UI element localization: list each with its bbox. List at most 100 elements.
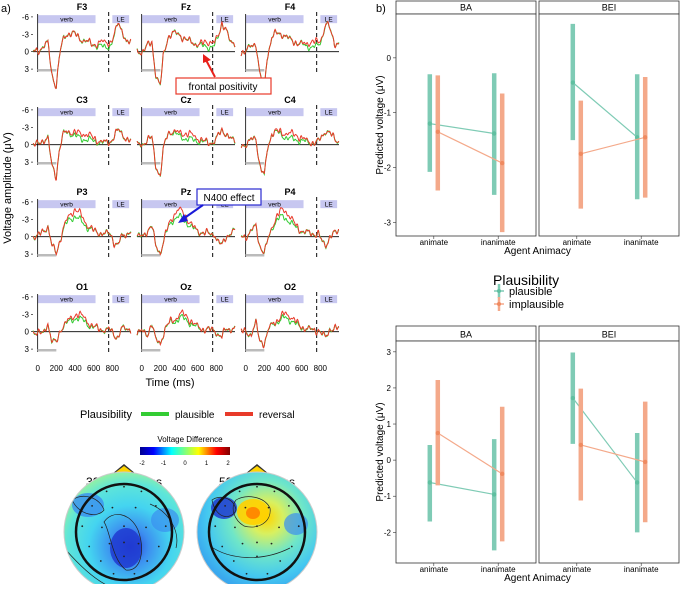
electrode-dot [146,560,149,562]
legend-a-plausible: plausible [175,410,215,421]
x-tick-label: 0 [35,364,40,373]
electrode-dot [241,542,244,545]
y-tick-label: -2 [384,528,392,537]
erp-channel-title: C3 [76,95,88,105]
erp-channel-title: P3 [76,187,87,197]
electrode-dot [244,506,247,509]
le-window-label: LE [117,17,126,24]
electrode-dot [245,572,248,575]
electrode-dot [238,490,241,493]
x-tick-label: 600 [87,364,101,373]
series-connector [572,82,638,138]
electrode-dot [278,526,280,529]
facet-title: BA [460,3,472,13]
mean-point [427,121,432,126]
electrode-dot [101,526,103,529]
electrode-dot [140,490,143,493]
y-tick-label: 3 [25,65,30,74]
y-tick-label: 0 [387,456,392,465]
erp-plausible-line [32,23,132,89]
x-tick-label: 800 [106,364,120,373]
electrode-dot [256,525,258,528]
le-window-box [320,15,338,24]
electrode-dot [112,572,115,575]
verb-window-box [37,200,96,209]
erp-channel-title: Pz [181,187,192,197]
legend-b: Plausibility plausible implausible [493,272,564,311]
erp-reversal-line [33,207,132,256]
le-window-box [320,295,338,304]
topo-colorbar [140,447,230,455]
electrode-dot [123,541,125,544]
electrode-dot [108,542,111,545]
topo-map-300-500 [63,464,185,589]
electrode-dot [266,572,269,575]
le-window-label: LE [325,202,334,209]
topo-scale-tick: -1 [161,461,167,467]
electrode-dot [256,485,258,488]
series-connector [580,136,646,155]
electrode-dot [133,572,136,575]
y-tick-label: -2 [384,163,392,172]
erp-channel-title: O1 [76,282,88,292]
le-window-box [320,108,338,117]
x-tick-label: inanimate [624,565,659,574]
le-window-box [216,108,234,117]
frontal-arrow-line [205,59,216,78]
electrode-dot [221,545,224,548]
n400-arrow-head [178,214,188,223]
erp-reversal-line [136,206,236,256]
erp-plausible-line [32,215,132,255]
electrode-dot [270,542,273,545]
erp-reversal-line [32,310,132,343]
electrode-dot [297,525,300,528]
topo-electrodes-b [214,485,300,575]
topo-scale-tick: -2 [139,461,145,467]
series-plausible [570,23,640,200]
erp-channel-f4: F4 verb LE [240,2,340,86]
mean-point [578,442,583,448]
erp-plausible-line [240,129,340,177]
legend-b-plausible: plausible [509,286,552,298]
facet-bei: BEI animate inanimate [538,0,680,247]
le-window-box [112,295,130,304]
mean-point [570,80,575,85]
y-tick-label: 0 [25,141,30,150]
y-tick-label: 3 [25,345,30,354]
le-window-box [320,200,338,209]
verb-window-box [245,200,304,209]
electrode-dot [88,545,91,548]
topo-contour-b2 [211,496,237,517]
erp-reversal-line [240,207,339,255]
erp-plausible-line [241,213,340,255]
series-plausible [427,439,497,551]
electrode-dot [105,490,108,493]
legend-b-implausible: implausible [509,299,564,311]
facet-title: BEI [602,330,617,340]
le-window-label: LE [117,110,126,117]
le-window-box [112,200,130,209]
y-tick-label: -6 [22,198,30,207]
topo-blob-a-center [110,528,142,568]
y-tick-label: -3 [22,310,30,319]
verb-window-label: verb [268,202,281,209]
legend-b-implausible-dot [497,302,501,306]
erp-channel-title: F4 [285,2,296,12]
electrode-dot [134,506,137,509]
topo-inner-ring-b [207,482,307,582]
verb-window-label: verb [60,17,73,24]
erp-reversal-line [240,20,340,86]
facet-title: BA [460,330,472,340]
series-connector [572,397,638,483]
verb-window-box [141,200,200,209]
topo-inner-ring-a [74,482,174,582]
electrode-dot [256,541,258,544]
y-tick-label: 3 [387,348,392,357]
topo-scale-tick: 1 [205,461,209,467]
erp-reversal-line [136,21,236,85]
y-tick-label: 0 [25,233,30,242]
mean-point [427,480,432,485]
